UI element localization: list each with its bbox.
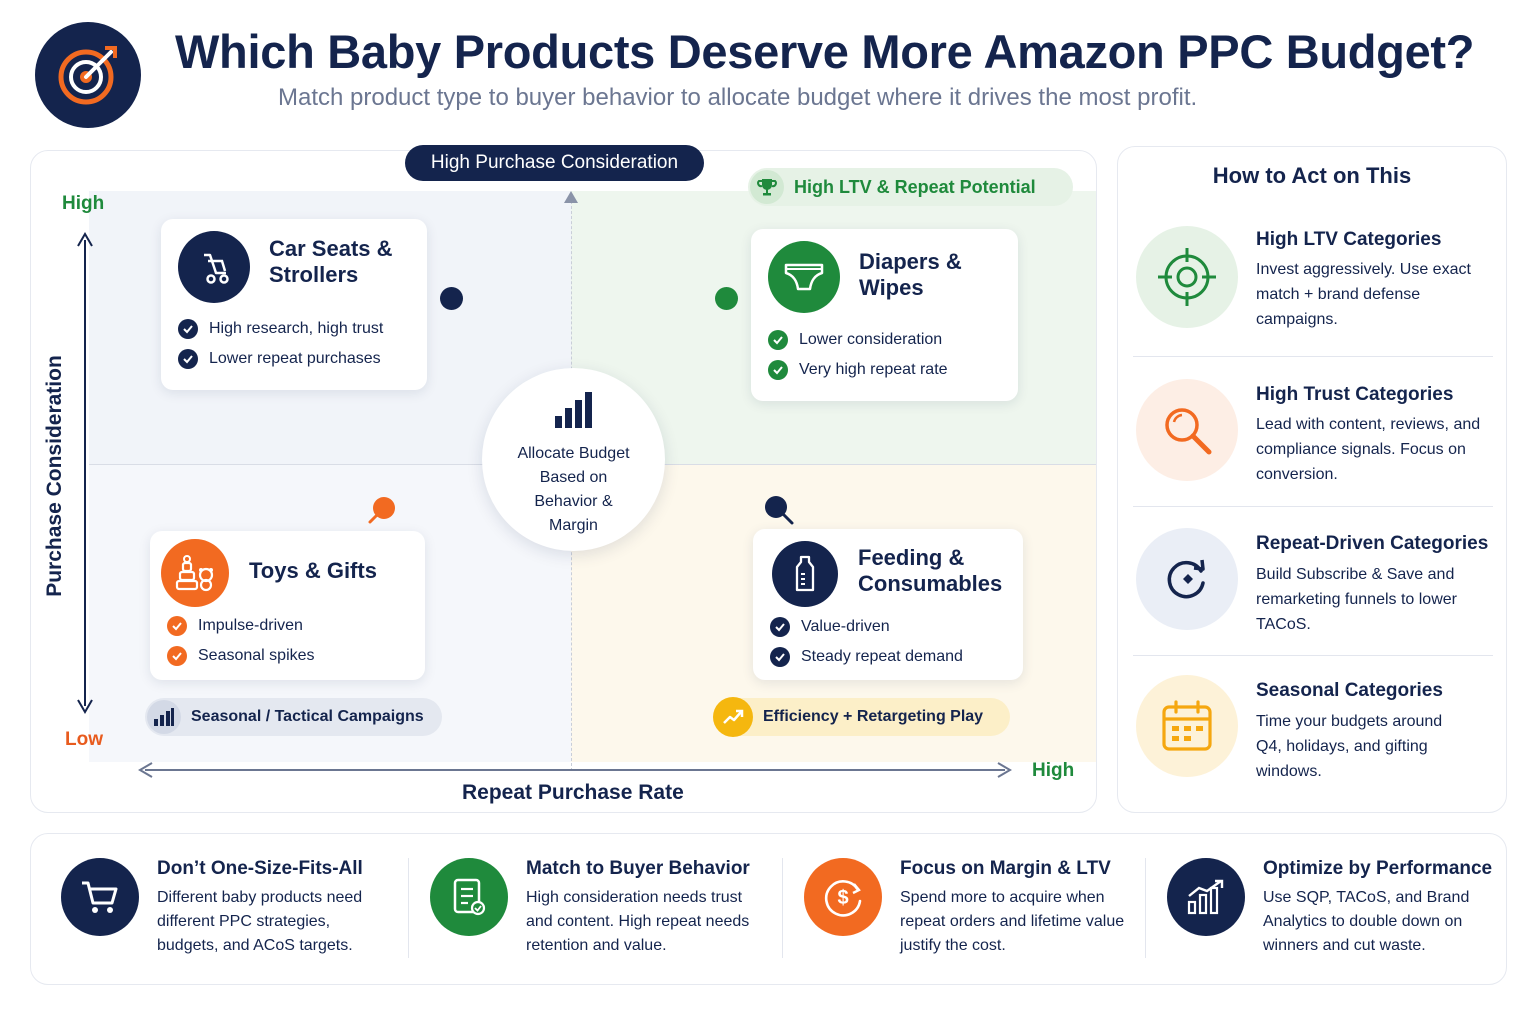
dollar-icon: $ <box>804 858 882 936</box>
efficiency-tag: Efficiency + Retargeting Play <box>713 697 1010 737</box>
page-subtitle: Match product type to buyer behavior to … <box>278 84 1198 111</box>
divider <box>1133 506 1493 507</box>
toys-icon <box>161 539 229 607</box>
check-icon <box>178 319 198 339</box>
divider <box>782 858 783 958</box>
principle-one-size-heading: Don’t One-Size-Fits-All <box>157 858 363 879</box>
principle-margin-ltv-heading: Focus on Margin & LTV <box>900 858 1111 879</box>
high-consideration-pill: High Purchase Consideration <box>405 145 704 181</box>
principle-one-size-body: Different baby products need different P… <box>157 889 363 954</box>
divider <box>1145 858 1146 958</box>
list-item: Lower repeat purchases <box>178 344 383 374</box>
card-toys-title: Toys & Gifts <box>249 558 377 583</box>
action-panel: How to Act on This High LTV Categories I… <box>1117 146 1507 813</box>
checklist-icon <box>430 858 508 936</box>
check-icon <box>770 617 790 637</box>
target-icon <box>58 46 117 105</box>
card-car-seats: Car Seats & Strollers High research, hig… <box>161 219 427 390</box>
bar-chart-icon <box>555 392 592 428</box>
refresh-icon <box>1136 528 1238 630</box>
card-diapers: Diapers & Wipes Lower consideration Very… <box>751 229 1018 401</box>
bottle-icon <box>772 541 838 607</box>
y-axis-title: Purchase Consideration <box>43 355 66 597</box>
svg-text:$: $ <box>837 887 848 909</box>
list-item: Impulse-driven <box>167 611 315 641</box>
list-item: Very high repeat rate <box>768 355 948 385</box>
principle-margin-ltv: $ Focus on Margin & LTV Spend more to ac… <box>804 834 1154 986</box>
trophy-icon <box>750 170 784 204</box>
list-item: Steady repeat demand <box>770 642 963 672</box>
list-item: Seasonal spikes <box>167 641 315 671</box>
center-text: Allocate Budget Based on Behavior & Marg… <box>517 445 630 534</box>
diaper-icon <box>768 241 840 313</box>
pin-orange <box>368 497 395 524</box>
marker-dot-navy <box>440 287 463 310</box>
card-feeding: Feeding & Consumables Value-driven Stead… <box>753 529 1023 680</box>
check-icon <box>770 647 790 667</box>
action-seasonal-body: Time your budgets around Q4, holidays, a… <box>1256 713 1443 780</box>
x-axis-high-label: High <box>1032 760 1075 781</box>
action-high-trust-heading: High Trust Categories <box>1256 384 1454 405</box>
trend-up-icon <box>713 697 753 737</box>
y-axis-high-label: High <box>62 193 105 214</box>
divider <box>408 858 409 958</box>
pin-navy <box>765 496 794 525</box>
bottom-principles: Don’t One-Size-Fits-All Different baby p… <box>30 833 1507 985</box>
check-icon <box>768 330 788 350</box>
action-panel-title: How to Act on This <box>1212 163 1412 188</box>
card-feeding-title: Feeding & Consumables <box>858 545 1003 596</box>
divider <box>1133 356 1493 357</box>
principle-one-size: Don’t One-Size-Fits-All Different baby p… <box>61 834 411 986</box>
page-title: Which Baby Products Deserve More Amazon … <box>175 25 1475 78</box>
check-icon <box>768 360 788 380</box>
center-allocate-budget: Allocate Budget Based on Behavior & Marg… <box>482 368 665 551</box>
principle-buyer-behavior-heading: Match to Buyer Behavior <box>526 858 750 879</box>
card-car-seats-points: High research, high trust Lower repeat p… <box>178 314 383 374</box>
card-feeding-points: Value-driven Steady repeat demand <box>770 612 963 672</box>
seasonal-tag-label: Seasonal / Tactical Campaigns <box>191 708 424 725</box>
list-item: Value-driven <box>770 612 963 642</box>
growth-chart-icon <box>1167 858 1245 936</box>
action-high-ltv-body: Invest aggressively. Use exact match + b… <box>1256 261 1471 328</box>
principle-performance: Optimize by Performance Use SQP, TACoS, … <box>1167 834 1507 986</box>
bar-chart-icon <box>147 700 181 734</box>
principle-buyer-behavior-body: High consideration needs trust and conte… <box>526 889 750 954</box>
stroller-icon <box>178 231 250 303</box>
action-high-ltv-heading: High LTV Categories <box>1256 229 1442 250</box>
action-seasonal-heading: Seasonal Categories <box>1256 680 1443 701</box>
action-repeat-driven-heading: Repeat-Driven Categories <box>1256 533 1489 554</box>
card-toys: Toys & Gifts Impulse-driven Seasonal spi… <box>150 531 425 680</box>
calendar-icon <box>1136 675 1238 777</box>
check-icon <box>178 349 198 369</box>
card-diapers-title: Diapers & Wipes <box>859 249 962 300</box>
principle-performance-body: Use SQP, TACoS, and Brand Analytics to d… <box>1263 889 1470 954</box>
ltv-repeat-tag-label: High LTV & Repeat Potential <box>794 176 1036 197</box>
target-icon <box>1136 226 1238 328</box>
cart-icon <box>61 858 139 936</box>
principle-buyer-behavior: Match to Buyer Behavior High considerati… <box>430 834 780 986</box>
list-item: Lower consideration <box>768 325 948 355</box>
card-car-seats-title: Car Seats & Strollers <box>269 236 393 287</box>
up-arrow-icon <box>564 191 578 203</box>
check-icon <box>167 616 187 636</box>
principle-margin-ltv-body: Spend more to acquire when repeat orders… <box>900 889 1125 954</box>
action-high-trust-body: Lead with content, reviews, and complian… <box>1256 416 1481 483</box>
seasonal-tag: Seasonal / Tactical Campaigns <box>145 698 442 736</box>
efficiency-tag-label: Efficiency + Retargeting Play <box>763 708 984 725</box>
x-axis-title: Repeat Purchase Rate <box>462 781 684 804</box>
ltv-repeat-tag: High LTV & Repeat Potential <box>748 168 1073 206</box>
card-toys-points: Impulse-driven Seasonal spikes <box>167 611 315 671</box>
card-diapers-points: Lower consideration Very high repeat rat… <box>768 325 948 385</box>
list-item: High research, high trust <box>178 314 383 344</box>
check-icon <box>167 646 187 666</box>
action-repeat-driven-body: Build Subscribe & Save and remarketing f… <box>1256 566 1457 633</box>
magnifier-icon <box>1136 379 1238 481</box>
y-axis-low-label: Low <box>65 729 103 750</box>
logo <box>35 22 141 128</box>
principle-performance-heading: Optimize by Performance <box>1263 858 1493 879</box>
marker-dot-green <box>715 287 738 310</box>
divider <box>1133 655 1493 656</box>
